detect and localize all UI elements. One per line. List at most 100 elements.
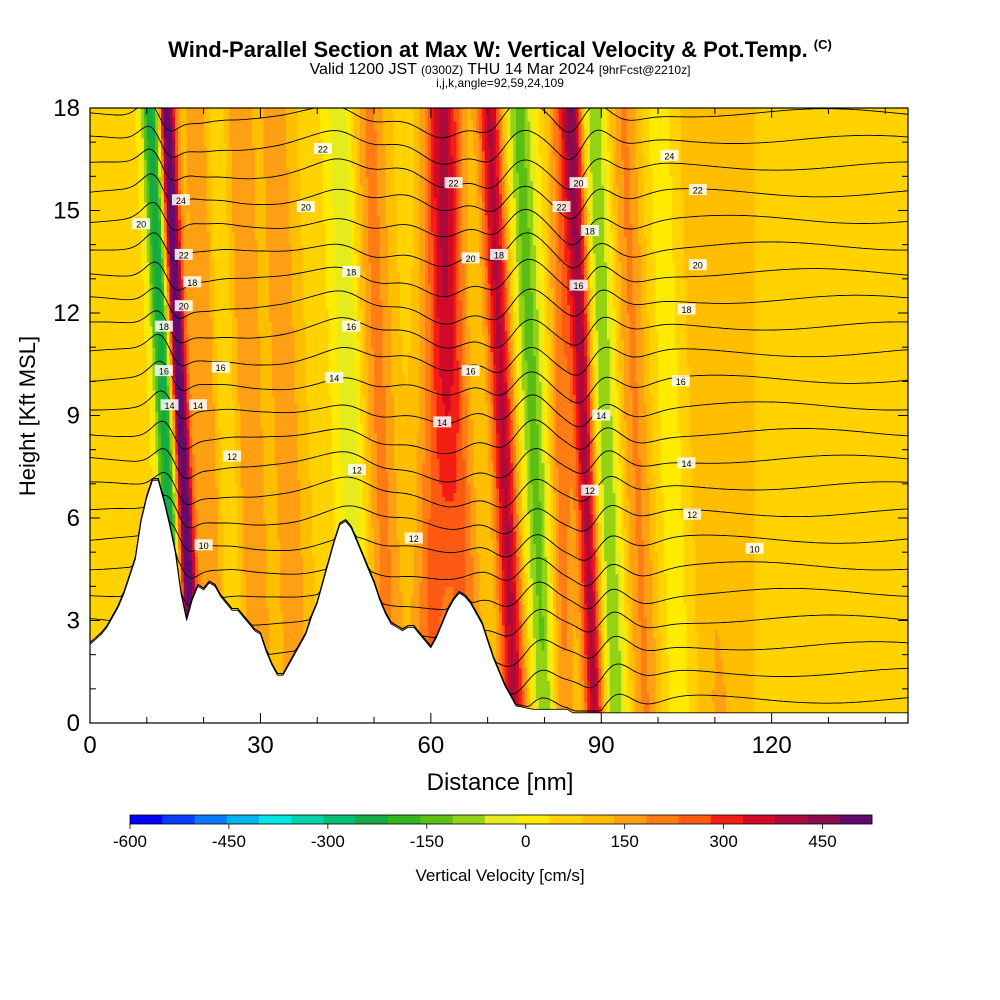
- velocity-cell: [555, 539, 560, 545]
- velocity-cell: [683, 543, 696, 549]
- velocity-cell: [513, 650, 520, 656]
- velocity-cell: [189, 513, 193, 519]
- velocity-cell: [578, 547, 582, 553]
- velocity-cell: [220, 582, 225, 587]
- velocity-cell: [501, 676, 506, 681]
- velocity-cell: [499, 500, 503, 506]
- velocity-cell: [550, 586, 554, 592]
- velocity-cell: [618, 539, 625, 545]
- velocity-cell: [663, 543, 685, 549]
- velocity-cell: [197, 556, 219, 562]
- velocity-cell: [587, 611, 594, 617]
- velocity-cell: [581, 599, 585, 605]
- velocity-cell: [516, 599, 520, 605]
- velocity-cell: [493, 475, 497, 481]
- velocity-cell: [493, 496, 497, 502]
- velocity-cell: [183, 552, 191, 558]
- velocity-cell: [220, 492, 239, 498]
- velocity-cell: [754, 607, 908, 613]
- velocity-cell: [513, 611, 517, 617]
- velocity-cell: [533, 496, 540, 502]
- velocity-cell: [655, 637, 662, 643]
- velocity-cell: [638, 547, 645, 553]
- velocity-cell: [601, 701, 605, 707]
- velocity-cell: [635, 663, 642, 669]
- velocity-cell: [618, 500, 622, 506]
- velocity-cell: [547, 530, 551, 536]
- velocity-cell: [595, 577, 600, 583]
- velocity-cell: [496, 611, 500, 617]
- velocity-cell: [589, 547, 594, 553]
- velocity-cell: [300, 488, 313, 493]
- velocity-cell: [595, 697, 600, 703]
- velocity-cell: [663, 513, 682, 519]
- velocity-cell: [629, 641, 634, 647]
- velocity-cell: [501, 607, 506, 613]
- velocity-cell: [638, 569, 645, 575]
- velocity-cell: [623, 569, 628, 575]
- velocity-cell: [638, 616, 648, 622]
- velocity-cell: [550, 680, 554, 686]
- velocity-cell: [547, 577, 551, 583]
- velocity-cell: [720, 641, 756, 647]
- velocity-cell: [592, 539, 597, 545]
- velocity-cell: [555, 513, 560, 519]
- velocity-cell: [416, 526, 423, 532]
- velocity-cell: [550, 654, 554, 660]
- velocity-cell: [368, 526, 375, 532]
- velocity-cell: [496, 586, 500, 592]
- velocity-cell: [694, 573, 756, 579]
- velocity-cell: [499, 547, 503, 553]
- velocity-cell: [473, 577, 480, 583]
- velocity-cell: [476, 535, 492, 540]
- velocity-cell: [663, 509, 682, 515]
- velocity-cell: [669, 667, 688, 673]
- velocity-cell: [368, 552, 375, 558]
- velocity-cell: [493, 539, 497, 545]
- velocity-cell: [621, 483, 625, 489]
- velocity-cell: [669, 701, 690, 707]
- velocity-cell: [499, 526, 503, 532]
- velocity-cell: [589, 616, 594, 622]
- velocity-cell: [197, 577, 202, 583]
- velocity-cell: [552, 701, 557, 707]
- velocity-cell: [604, 547, 617, 553]
- velocity-cell: [493, 509, 497, 515]
- velocity-cell: [533, 535, 543, 540]
- velocity-cell: [178, 530, 182, 536]
- velocity-cell: [547, 573, 551, 579]
- velocity-cell: [638, 594, 645, 600]
- velocity-cell: [692, 479, 756, 485]
- velocity-cell: [524, 483, 528, 489]
- velocity-cell: [499, 509, 503, 515]
- velocity-cell: [388, 471, 398, 476]
- velocity-cell: [646, 688, 656, 694]
- velocity-cell: [379, 539, 389, 545]
- velocity-cell: [535, 680, 551, 686]
- velocity-cell: [592, 646, 597, 651]
- velocity-cell: [413, 577, 423, 583]
- velocity-cell: [192, 586, 196, 592]
- velocity-cell: [572, 697, 582, 703]
- velocity-cell: [422, 500, 432, 506]
- velocity-cell: [649, 496, 656, 502]
- velocity-cell: [652, 471, 662, 476]
- velocity-cell: [697, 701, 716, 707]
- velocity-cell: [180, 543, 185, 549]
- velocity-cell: [595, 603, 600, 609]
- velocity-cell: [629, 616, 634, 622]
- velocity-cell: [476, 547, 494, 553]
- velocity-cell: [510, 629, 514, 634]
- velocity-cell: [598, 573, 602, 579]
- velocity-cell: [632, 701, 636, 707]
- velocity-cell: [581, 466, 588, 472]
- velocity-cell: [501, 654, 506, 660]
- velocity-cell: [374, 547, 381, 553]
- velocity-cell: [638, 590, 645, 596]
- velocity-cell: [595, 611, 600, 617]
- velocity-cell: [581, 697, 585, 703]
- velocity-cell: [479, 552, 494, 558]
- velocity-cell: [427, 573, 466, 579]
- velocity-cell: [501, 590, 506, 596]
- velocity-cell: [368, 483, 372, 489]
